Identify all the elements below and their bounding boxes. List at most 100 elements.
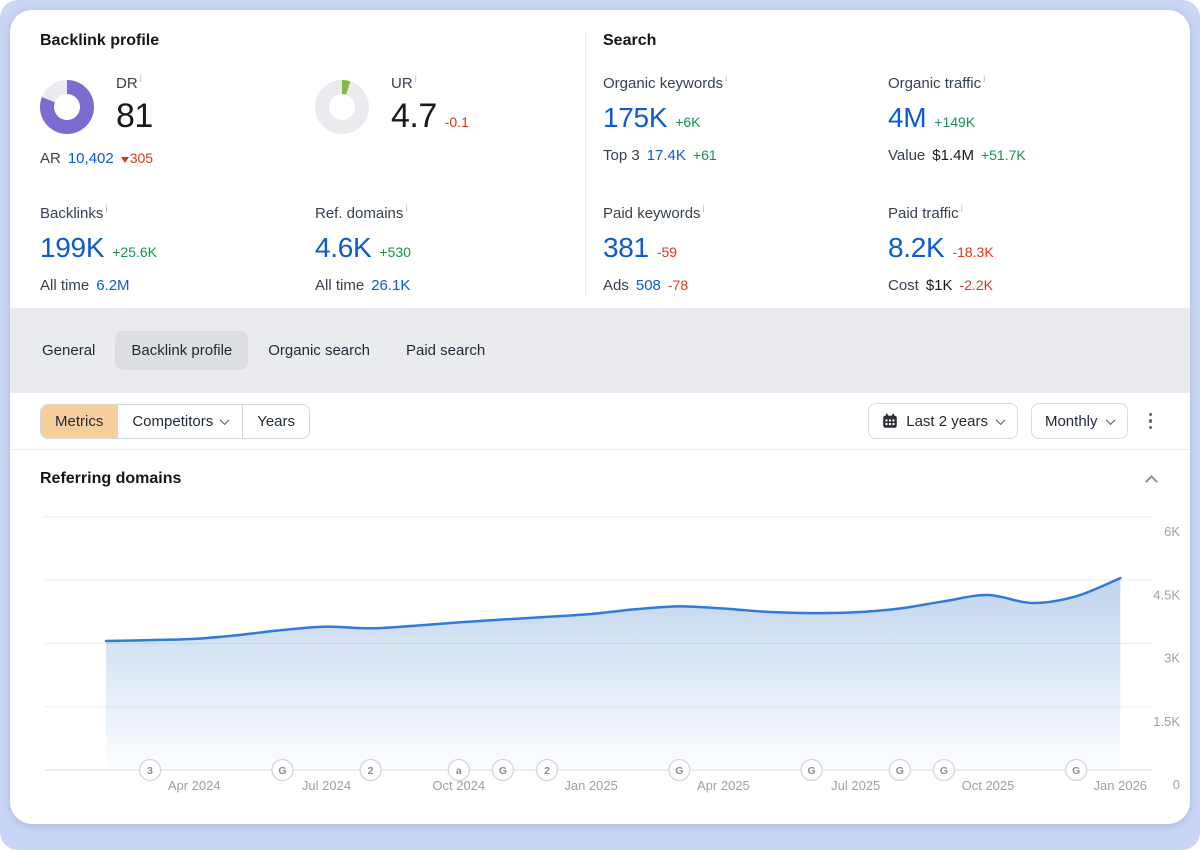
- chart-area: 0 1.5K 3K 4.5K 6K Apr 2024 Jul 2024 Oct 2024 Jan…: [10, 508, 1190, 813]
- ur-info-icon[interactable]: i: [414, 74, 417, 85]
- traffic-value: $1.4M: [932, 147, 974, 164]
- event-marker-2[interactable]: 2: [535, 758, 559, 782]
- x-tick-label: Oct 2024: [432, 778, 485, 793]
- area-fill: [106, 578, 1121, 770]
- event-marker-G[interactable]: G: [932, 758, 956, 782]
- overview-card: Backlink profile DR i 81 AR: [10, 10, 1190, 824]
- ads-row: Ads 508 -78: [603, 277, 689, 294]
- y-tick-label: 1.5K: [1153, 714, 1180, 729]
- organic-traffic-value: 4M: [888, 102, 927, 133]
- calendar-icon: [883, 413, 898, 428]
- search-title: Search: [603, 32, 657, 49]
- paid-traffic-metric: Paid traffic i 8.2K -18.3K Cost $1K -2.2K: [888, 204, 1173, 295]
- backlinks-alltime-value: 6.2M: [96, 277, 130, 294]
- backlinks-info-icon[interactable]: i: [105, 204, 108, 215]
- backlink-profile-title: Backlink profile: [40, 32, 160, 49]
- tab-organic-search[interactable]: Organic search: [268, 342, 370, 359]
- organic-traffic-info-icon[interactable]: i: [983, 74, 986, 85]
- backlinks-value: 199K: [40, 232, 105, 263]
- ads-value: 508: [635, 277, 661, 294]
- cost-row: Cost $1K -2.2K: [888, 277, 994, 294]
- top3-row: Top 3 17.4K +61: [603, 147, 717, 164]
- chevron-down-icon: [219, 414, 230, 425]
- event-marker-G[interactable]: G: [271, 758, 294, 782]
- paid-traffic-info-icon[interactable]: i: [960, 204, 963, 215]
- organic-keywords-metric: Organic keywords i 175K +6K Top 3 17.4K +…: [603, 74, 888, 204]
- svg-text:G: G: [808, 765, 816, 777]
- organic-traffic-label: Organic traffic: [888, 75, 982, 92]
- ads-delta: -78: [667, 277, 689, 293]
- svg-text:G: G: [499, 765, 507, 777]
- organic-keywords-delta: +6K: [675, 114, 701, 130]
- paid-traffic-delta: -18.3K: [952, 244, 994, 260]
- paid-traffic-label: Paid traffic: [888, 205, 959, 222]
- event-marker-G[interactable]: G: [491, 758, 515, 782]
- chevron-up-icon: [1145, 475, 1158, 488]
- tab-general[interactable]: General: [42, 342, 96, 359]
- more-options-button[interactable]: [1141, 407, 1161, 436]
- view-mode-segmented-control: Metrics Competitors Years: [40, 403, 311, 439]
- event-marker-G[interactable]: G: [1065, 758, 1088, 782]
- ar-label: AR: [40, 150, 61, 167]
- svg-text:G: G: [278, 765, 286, 777]
- dr-gauge: [40, 80, 94, 134]
- ur-metric: UR i 4.7 -0.1: [315, 74, 590, 204]
- paid-keywords-info-icon[interactable]: i: [702, 204, 705, 215]
- traffic-value-row: Value $1.4M +51.7K: [888, 147, 1026, 164]
- ref-domains-alltime-value: 26.1K: [371, 277, 411, 294]
- svg-text:2: 2: [368, 765, 374, 777]
- ref-domains-metric: Ref. domains i 4.6K +530 All time 26.1K: [315, 204, 590, 295]
- ref-domains-info-icon[interactable]: i: [405, 204, 408, 215]
- ar-row: AR 10,402 305: [40, 150, 315, 167]
- y-tick-label: 4.5K: [1153, 587, 1180, 602]
- organic-keywords-info-icon[interactable]: i: [725, 74, 728, 85]
- chart-header: Referring domains: [10, 450, 1190, 508]
- ur-gauge: [315, 80, 369, 134]
- tab-backlink-profile[interactable]: Backlink profile: [115, 331, 249, 370]
- chevron-down-icon: [1105, 414, 1115, 425]
- event-marker-G[interactable]: G: [668, 758, 691, 782]
- backlink-profile-panel: Backlink profile DR i 81 AR: [10, 10, 585, 308]
- referring-domains-chart[interactable]: 0 1.5K 3K 4.5K 6K Apr 2024 Jul 2024 Oct 2024 Jan…: [36, 508, 1186, 808]
- paid-keywords-value: 381: [603, 232, 649, 263]
- x-tick-label: Jul 2024: [302, 778, 351, 793]
- cost-delta: -2.2K: [959, 277, 994, 293]
- date-range-button[interactable]: Last 2 years: [868, 403, 1018, 439]
- event-marker-3[interactable]: 3: [138, 758, 162, 782]
- granularity-button[interactable]: Monthly: [1030, 403, 1128, 439]
- event-marker-a[interactable]: a: [447, 758, 470, 782]
- event-marker-G[interactable]: G: [800, 758, 823, 782]
- y-tick-label: 3K: [1164, 651, 1180, 666]
- tab-paid-search[interactable]: Paid search: [405, 342, 486, 359]
- backlinks-alltime-row: All time 6.2M: [40, 277, 130, 294]
- years-segment[interactable]: Years: [242, 404, 310, 438]
- dr-label: DR: [116, 75, 138, 92]
- backlinks-delta: +25.6K: [112, 244, 157, 260]
- svg-text:2: 2: [544, 765, 550, 777]
- ref-domains-value: 4.6K: [315, 232, 372, 263]
- dr-info-icon[interactable]: i: [139, 74, 142, 85]
- x-tick-label: Jan 2025: [564, 778, 618, 793]
- x-tick-label: Oct 2025: [962, 778, 1015, 793]
- dr-value: 81: [116, 97, 153, 135]
- competitors-segment[interactable]: Competitors: [117, 404, 243, 438]
- down-triangle-icon: [120, 157, 129, 163]
- ref-domains-alltime-row: All time 26.1K: [315, 277, 411, 294]
- event-marker-G[interactable]: G: [888, 758, 911, 782]
- ur-delta: -0.1: [444, 114, 469, 130]
- collapse-chart-button[interactable]: [1139, 465, 1160, 493]
- organic-traffic-metric: Organic traffic i 4M +149K Value $1.4M +5…: [888, 74, 1173, 204]
- svg-text:G: G: [1072, 765, 1080, 777]
- metrics-segment[interactable]: Metrics: [41, 404, 118, 438]
- organic-traffic-delta: +149K: [934, 114, 976, 130]
- svg-text:G: G: [896, 765, 904, 777]
- cost-value: $1K: [925, 277, 953, 294]
- svg-text:G: G: [940, 765, 948, 777]
- backlinks-label: Backlinks: [40, 205, 104, 222]
- event-marker-2[interactable]: 2: [359, 758, 382, 782]
- backlinks-metric: Backlinks i 199K +25.6K All time 6.2M: [40, 204, 315, 295]
- chart-title: Referring domains: [40, 470, 182, 487]
- svg-text:3: 3: [147, 765, 153, 777]
- dr-metric: DR i 81 AR 10,402 305: [40, 74, 315, 204]
- top3-delta: +61: [692, 147, 717, 163]
